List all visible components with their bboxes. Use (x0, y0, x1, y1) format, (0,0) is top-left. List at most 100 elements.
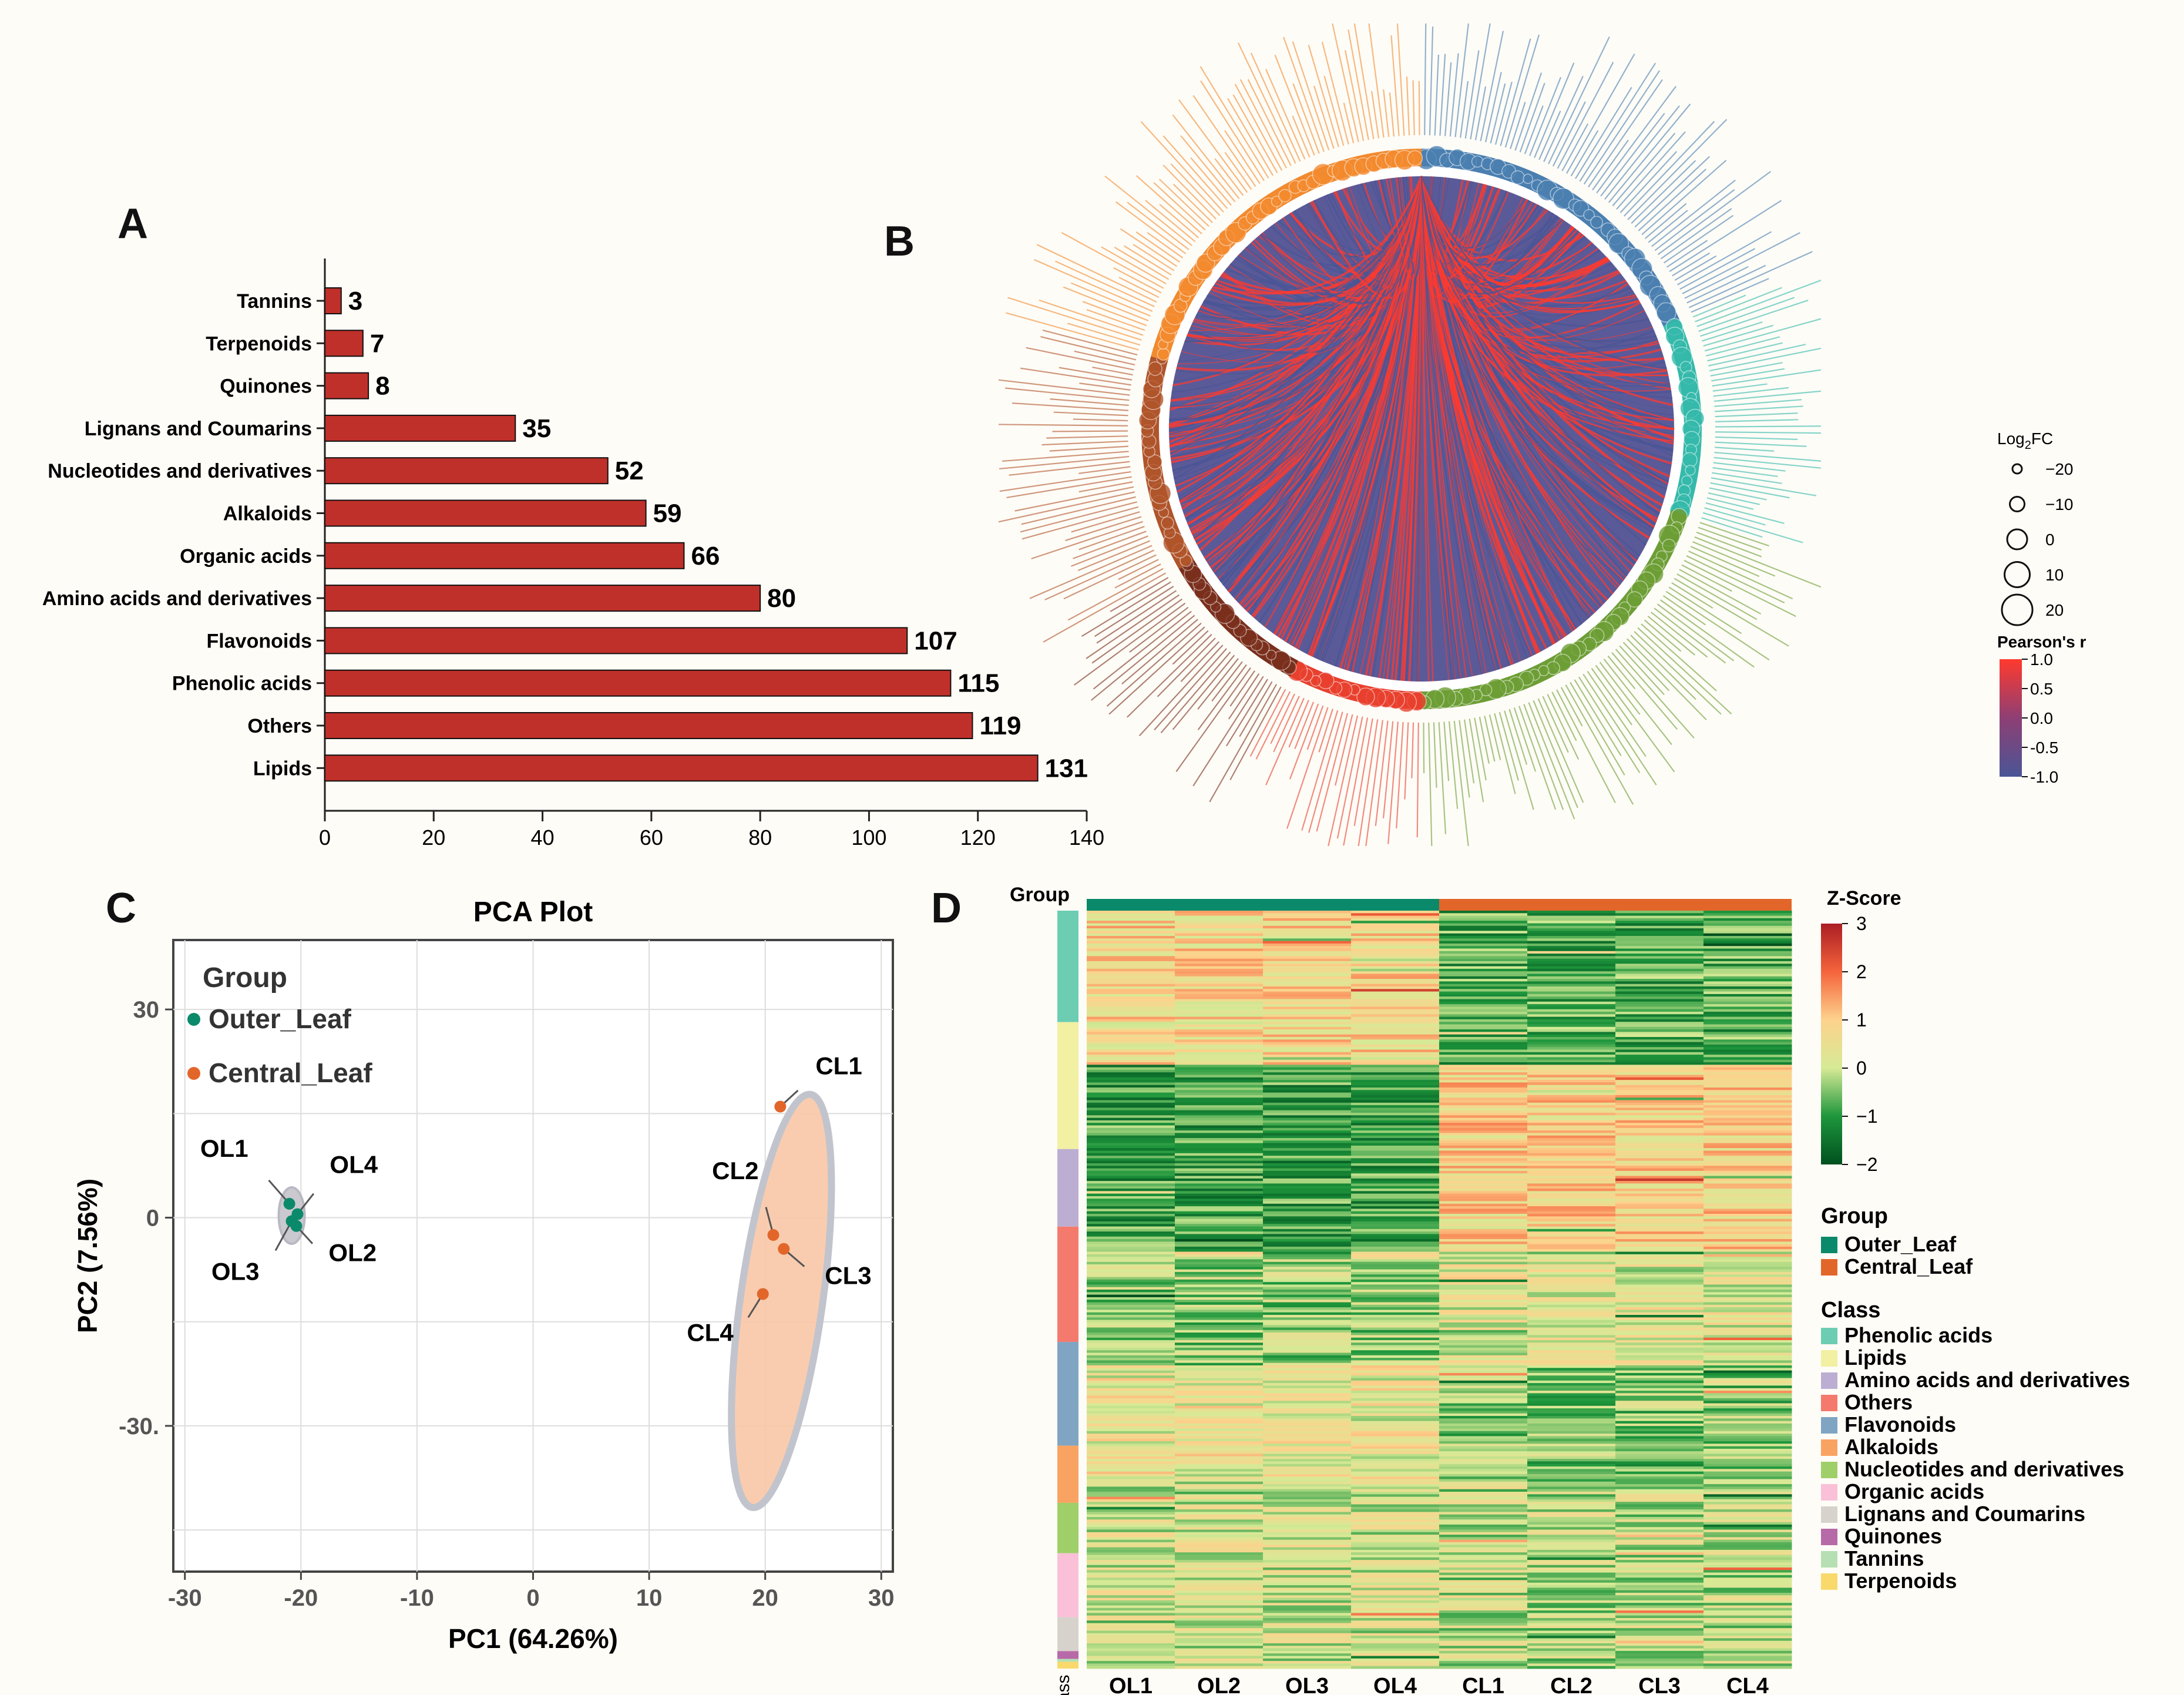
heatmap-cell (1263, 1524, 1352, 1528)
heatmap-cell (1175, 1189, 1264, 1191)
metabolite-label-mark (1336, 716, 1363, 839)
heatmap-cell (1615, 1535, 1704, 1538)
metabolite-label-mark (1006, 476, 1132, 499)
x-tick-label: 20 (752, 1585, 778, 1611)
heatmap-cell (1351, 1496, 1440, 1500)
heatmap-cell (1439, 1203, 1528, 1207)
heatmap-cell (1263, 925, 1352, 929)
heatmap-cell (1615, 1310, 1704, 1313)
heatmap-cell (1527, 1196, 1616, 1199)
heatmap-cell (1175, 1095, 1264, 1098)
heatmap-cell (1087, 1317, 1175, 1321)
heatmap-cell (1175, 1413, 1264, 1417)
heatmap-cell (1615, 1170, 1704, 1174)
metabolite-label-mark (1715, 425, 1821, 428)
heatmap-cell (1703, 1292, 1792, 1295)
heatmap-cell (1263, 1138, 1352, 1141)
heatmap-cell (1615, 1436, 1704, 1439)
heatmap-cell (1351, 1512, 1440, 1515)
metabolite-label-mark (1712, 369, 1821, 387)
heatmap-cell (1527, 918, 1616, 921)
heatmap-cell (1703, 1380, 1792, 1384)
heatmap-cell (1351, 1168, 1440, 1172)
heatmap-cell (1263, 1408, 1352, 1411)
heatmap-cell (1527, 1607, 1616, 1611)
heatmap-cell (1263, 1474, 1352, 1477)
heatmap-cell (1439, 1663, 1528, 1667)
data-point (283, 1197, 295, 1210)
heatmap-cell (1263, 1522, 1352, 1525)
heatmap-cell (1175, 1034, 1264, 1038)
class-sidebar-segment (1057, 1226, 1078, 1342)
class-sidebar-segment (1057, 1502, 1078, 1553)
heatmap-cell (1703, 1206, 1792, 1209)
heatmap-cell (1263, 1438, 1352, 1442)
heatmap-cell (1087, 1140, 1175, 1144)
heatmap-cell (1351, 1022, 1440, 1025)
heatmap-cell (1615, 991, 1704, 995)
heatmap-cell (1615, 1580, 1704, 1583)
heatmap-cell (1527, 1193, 1616, 1197)
heatmap-cell (1527, 1117, 1616, 1121)
heatmap-cell (1703, 1307, 1792, 1310)
heatmap-cell (1175, 928, 1264, 931)
heatmap-cell (1439, 1388, 1528, 1391)
heatmap-cell (1703, 1438, 1792, 1442)
heatmap-cell (1175, 1082, 1264, 1086)
heatmap-cell (1439, 1636, 1528, 1639)
heatmap-cell (1263, 1274, 1352, 1277)
heatmap-cell (1439, 1019, 1528, 1022)
heatmap-cell (1527, 1423, 1616, 1427)
heatmap-cell (1527, 1512, 1616, 1515)
heatmap-cell (1087, 1615, 1175, 1619)
heatmap-cell (1703, 1261, 1792, 1265)
metabolite-label-mark (1353, 24, 1375, 139)
heatmap-cell (1703, 1107, 1792, 1111)
heatmap-cell (1439, 1436, 1528, 1439)
heatmap-cell (1703, 1327, 1792, 1331)
heatmap-cell (1439, 1539, 1528, 1543)
heatmap-cell (1087, 1065, 1175, 1068)
heatmap-cell (1087, 1130, 1175, 1133)
heatmap-cell (1527, 925, 1616, 929)
heatmap-cell (1615, 1522, 1704, 1525)
heatmap-cell (1351, 1244, 1440, 1247)
heatmap-cell (1703, 1039, 1792, 1043)
metabolite-label-mark (1073, 602, 1186, 686)
heatmap-cell (1703, 1605, 1792, 1609)
heatmap-cell (1263, 1441, 1352, 1444)
heatmap-cell (1351, 1158, 1440, 1162)
heatmap-cell (1263, 1355, 1352, 1358)
heatmap-cell (1263, 1059, 1352, 1063)
metabolite-label-mark (1160, 651, 1231, 734)
colorbar-tick-label: 1.0 (2030, 650, 2053, 669)
heatmap-cell (1703, 1115, 1792, 1119)
heatmap-cell (1087, 1315, 1175, 1318)
heatmap-cell (1263, 964, 1352, 967)
data-point (285, 1215, 298, 1227)
heatmap-cell (1087, 1618, 1175, 1621)
heatmap-cell (1615, 1199, 1704, 1201)
heatmap-cell (1263, 1196, 1352, 1199)
heatmap-cell (1527, 923, 1616, 927)
heatmap-cell (1263, 1259, 1352, 1263)
heatmap-cell (1703, 1648, 1792, 1652)
metabolite-label-mark (1135, 175, 1202, 234)
heatmap-cell (1087, 1249, 1175, 1252)
heatmap-cell (1615, 961, 1704, 964)
heatmap-cell (1263, 1320, 1352, 1323)
heatmap-cell (1087, 979, 1175, 982)
heatmap-cell (1527, 1514, 1616, 1518)
metabolite-label-mark (1114, 246, 1170, 280)
heatmap-cell (1527, 1539, 1616, 1543)
heatmap-cell (1087, 1279, 1175, 1283)
metabolite-label-mark (1498, 711, 1519, 781)
class-legend-label: Quinones (1844, 1524, 1942, 1548)
heatmap-cell (1439, 1459, 1528, 1462)
metabolite-label-mark (1548, 36, 1610, 165)
heatmap-cell (1175, 1320, 1264, 1323)
colorbar-tick-label: -0.5 (2030, 739, 2058, 757)
heatmap-cell (1175, 1055, 1264, 1058)
heatmap-cell (1087, 1423, 1175, 1427)
heatmap-cell (1615, 1539, 1704, 1543)
